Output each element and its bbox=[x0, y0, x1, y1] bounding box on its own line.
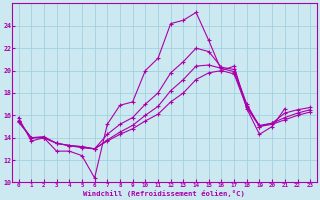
X-axis label: Windchill (Refroidissement éolien,°C): Windchill (Refroidissement éolien,°C) bbox=[84, 190, 245, 197]
